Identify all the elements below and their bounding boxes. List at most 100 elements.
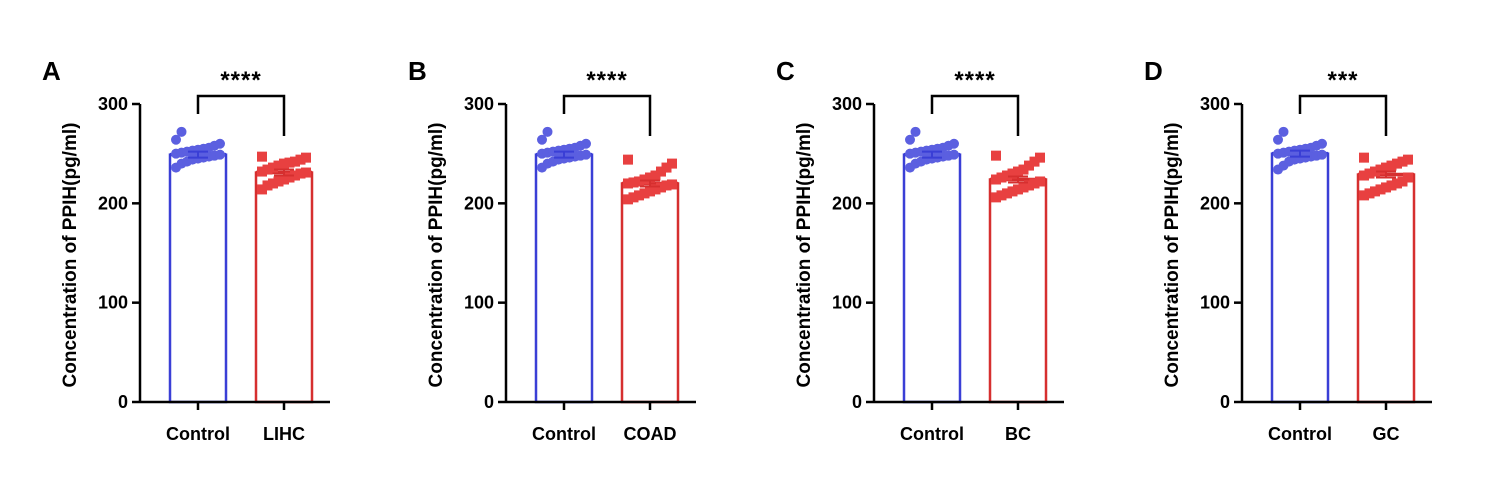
- panel-letter: B: [408, 56, 427, 86]
- data-point: [268, 178, 278, 189]
- data-point: [661, 162, 672, 173]
- data-point: [1018, 182, 1029, 193]
- data-point: [667, 179, 677, 190]
- data-point: [1029, 178, 1040, 189]
- panel-letter: A: [42, 56, 61, 86]
- y-tick-label: 200: [832, 193, 862, 213]
- data-point: [1029, 156, 1040, 167]
- data-point: [268, 162, 278, 173]
- data-point: [1317, 138, 1327, 149]
- data-point: [537, 134, 547, 145]
- data-point: [1013, 184, 1023, 195]
- data-point: [273, 160, 284, 171]
- bar-gc: [1356, 173, 1416, 404]
- data-point: [645, 186, 655, 197]
- data-point: [1035, 152, 1045, 163]
- bar-control: [902, 153, 962, 404]
- significance-stars: ****: [586, 67, 627, 94]
- data-point: [1035, 176, 1045, 187]
- data-point: [1359, 170, 1369, 181]
- data-point: [645, 172, 655, 183]
- data-point: [581, 149, 591, 160]
- data-point: [284, 157, 295, 168]
- chart-panel-b: B Concentration of PPIH(pg/ml) 0 100 200 300 C…: [408, 56, 696, 444]
- data-point: [650, 170, 661, 181]
- data-point: [257, 151, 267, 162]
- x-tick-label: Control: [1268, 424, 1332, 444]
- bar-control: [1270, 152, 1330, 404]
- chart-panel-a: A Concentration of PPIH(pg/ml) 0 100 200 300 C…: [42, 56, 330, 444]
- y-axis-label: Concentration of PPIH(pg/ml): [794, 123, 815, 388]
- data-point: [290, 156, 300, 167]
- data-point: [1007, 186, 1018, 197]
- y-tick-label: 300: [98, 94, 128, 114]
- significance-stars: ***: [1327, 67, 1358, 94]
- data-point: [295, 168, 306, 179]
- x-tick-label: LIHC: [263, 424, 305, 444]
- significance-bracket: [1298, 94, 1388, 136]
- y-tick-label: 300: [1200, 94, 1230, 114]
- y-tick-label: 300: [832, 94, 862, 114]
- data-point: [991, 192, 1001, 203]
- y-tick-label: 100: [832, 293, 862, 313]
- data-point: [1007, 168, 1018, 179]
- data-point: [1392, 158, 1402, 169]
- y-axis-label: Concentration of PPIH(pg/ml): [426, 123, 447, 388]
- data-point: [215, 149, 225, 160]
- data-point: [667, 158, 677, 169]
- data-point: [171, 134, 181, 145]
- data-point: [1278, 126, 1289, 137]
- bar-lihc: [254, 171, 314, 404]
- data-point: [634, 176, 644, 187]
- data-point: [1386, 160, 1397, 171]
- y-tick-label: 0: [1220, 392, 1230, 412]
- significance-stars: ****: [220, 67, 261, 94]
- data-point: [257, 166, 267, 177]
- data-point: [639, 188, 650, 199]
- data-point: [295, 154, 306, 165]
- significance-bracket: [196, 94, 286, 136]
- data-point: [910, 126, 921, 137]
- data-point: [1024, 160, 1034, 171]
- data-point: [301, 167, 311, 178]
- data-point: [1013, 166, 1023, 177]
- data-point: [1317, 149, 1327, 160]
- data-point: [257, 184, 267, 195]
- data-point: [1370, 166, 1380, 177]
- data-point: [1403, 154, 1413, 165]
- y-tick-label: 200: [98, 193, 128, 213]
- data-point: [1386, 180, 1397, 191]
- data-point: [1375, 164, 1386, 175]
- data-point: [1359, 152, 1369, 163]
- data-point: [1024, 180, 1034, 191]
- x-tick-label: Control: [532, 424, 596, 444]
- data-point: [262, 164, 273, 175]
- data-point: [623, 194, 633, 205]
- x-tick-label: Control: [166, 424, 230, 444]
- chart-panel-d: D Concentration of PPIH(pg/ml) 0 100 200 300 C…: [1144, 56, 1432, 444]
- y-tick-label: 200: [1200, 193, 1230, 213]
- data-point: [1381, 182, 1391, 193]
- data-point: [1002, 170, 1012, 181]
- data-point: [1359, 190, 1369, 201]
- panel-letter: D: [1144, 56, 1163, 86]
- y-tick-label: 200: [464, 193, 494, 213]
- y-axis-label: Concentration of PPIH(pg/ml): [1162, 123, 1183, 388]
- data-point: [542, 126, 553, 137]
- data-point: [1273, 134, 1283, 145]
- data-point: [279, 158, 289, 169]
- data-point: [176, 126, 187, 137]
- x-tick-label: BC: [1005, 424, 1031, 444]
- y-tick-label: 0: [484, 392, 494, 412]
- panel-letter: C: [776, 56, 795, 86]
- data-point: [1364, 168, 1375, 179]
- x-tick-label: GC: [1373, 424, 1400, 444]
- bar-coad: [620, 182, 680, 404]
- data-point: [661, 180, 672, 191]
- data-point: [623, 154, 633, 165]
- data-point: [290, 170, 300, 181]
- significance-stars: ****: [954, 67, 995, 94]
- data-point: [949, 138, 959, 149]
